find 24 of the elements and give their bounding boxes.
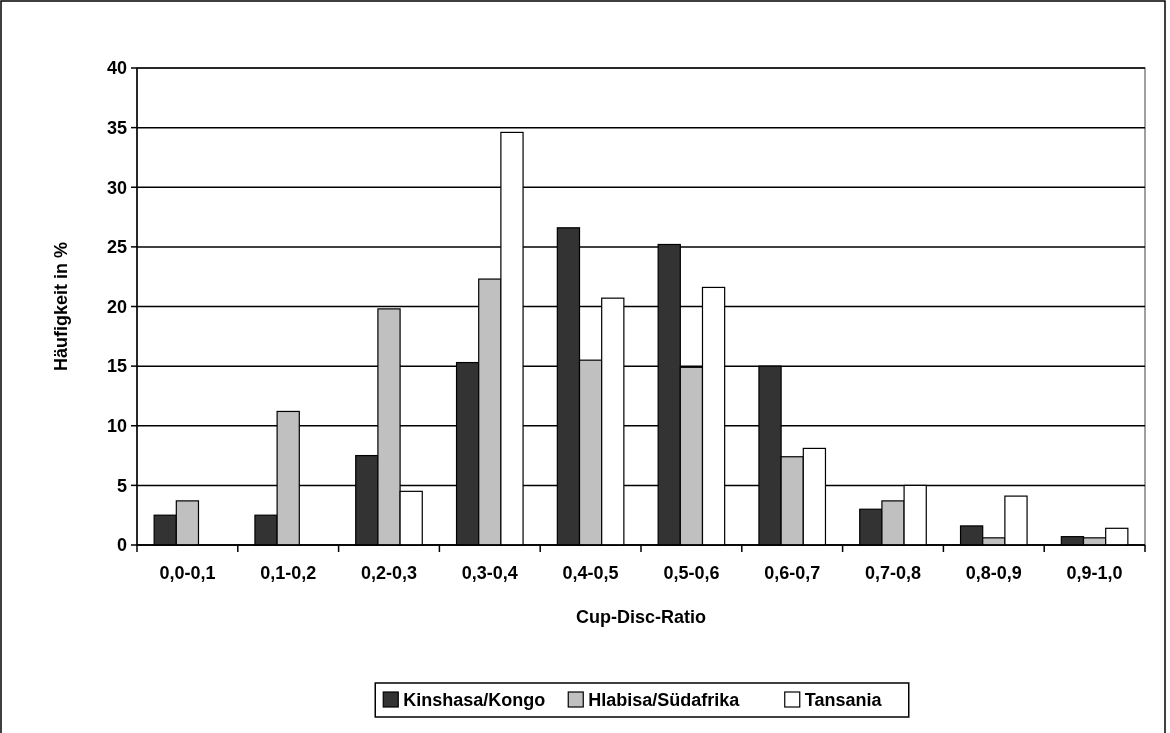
x-tick-label: 0,9-1,0 <box>1066 563 1123 583</box>
y-tick-label: 10 <box>106 416 127 437</box>
x-axis-title: Cup-Disc-Ratio <box>576 607 706 627</box>
legend-label: Kinshasa/Kongo <box>403 690 546 711</box>
y-tick-label: 15 <box>106 356 127 377</box>
y-tick-label: 0 <box>116 535 127 556</box>
x-tick-label: 0,7-0,8 <box>864 563 922 583</box>
x-tick-label: 0,4-0,5 <box>562 563 619 583</box>
x-tick-label: 0,8-0,9 <box>965 563 1022 583</box>
x-tick-label: 0,6-0,7 <box>764 563 821 583</box>
y-axis-title: Häufigkeit in % <box>51 241 71 372</box>
x-tick-label: 0,1-0,2 <box>260 563 317 583</box>
x-tick-label: 0,0-0,1 <box>159 563 216 583</box>
y-tick-label: 25 <box>106 237 127 258</box>
y-tick-label: 30 <box>106 177 127 198</box>
y-tick-label: 35 <box>106 117 127 138</box>
y-tick-label: 5 <box>116 475 127 496</box>
legend-label: Hlabisa/Südafrika <box>588 690 741 711</box>
legend-label: Tansania <box>804 690 883 711</box>
y-tick-label: 40 <box>106 58 127 79</box>
x-tick-label: 0,2-0,3 <box>360 563 418 583</box>
x-tick-label: 0,5-0,6 <box>663 563 720 583</box>
y-tick-label: 20 <box>106 296 127 317</box>
x-tick-label: 0,3-0,4 <box>461 563 518 583</box>
